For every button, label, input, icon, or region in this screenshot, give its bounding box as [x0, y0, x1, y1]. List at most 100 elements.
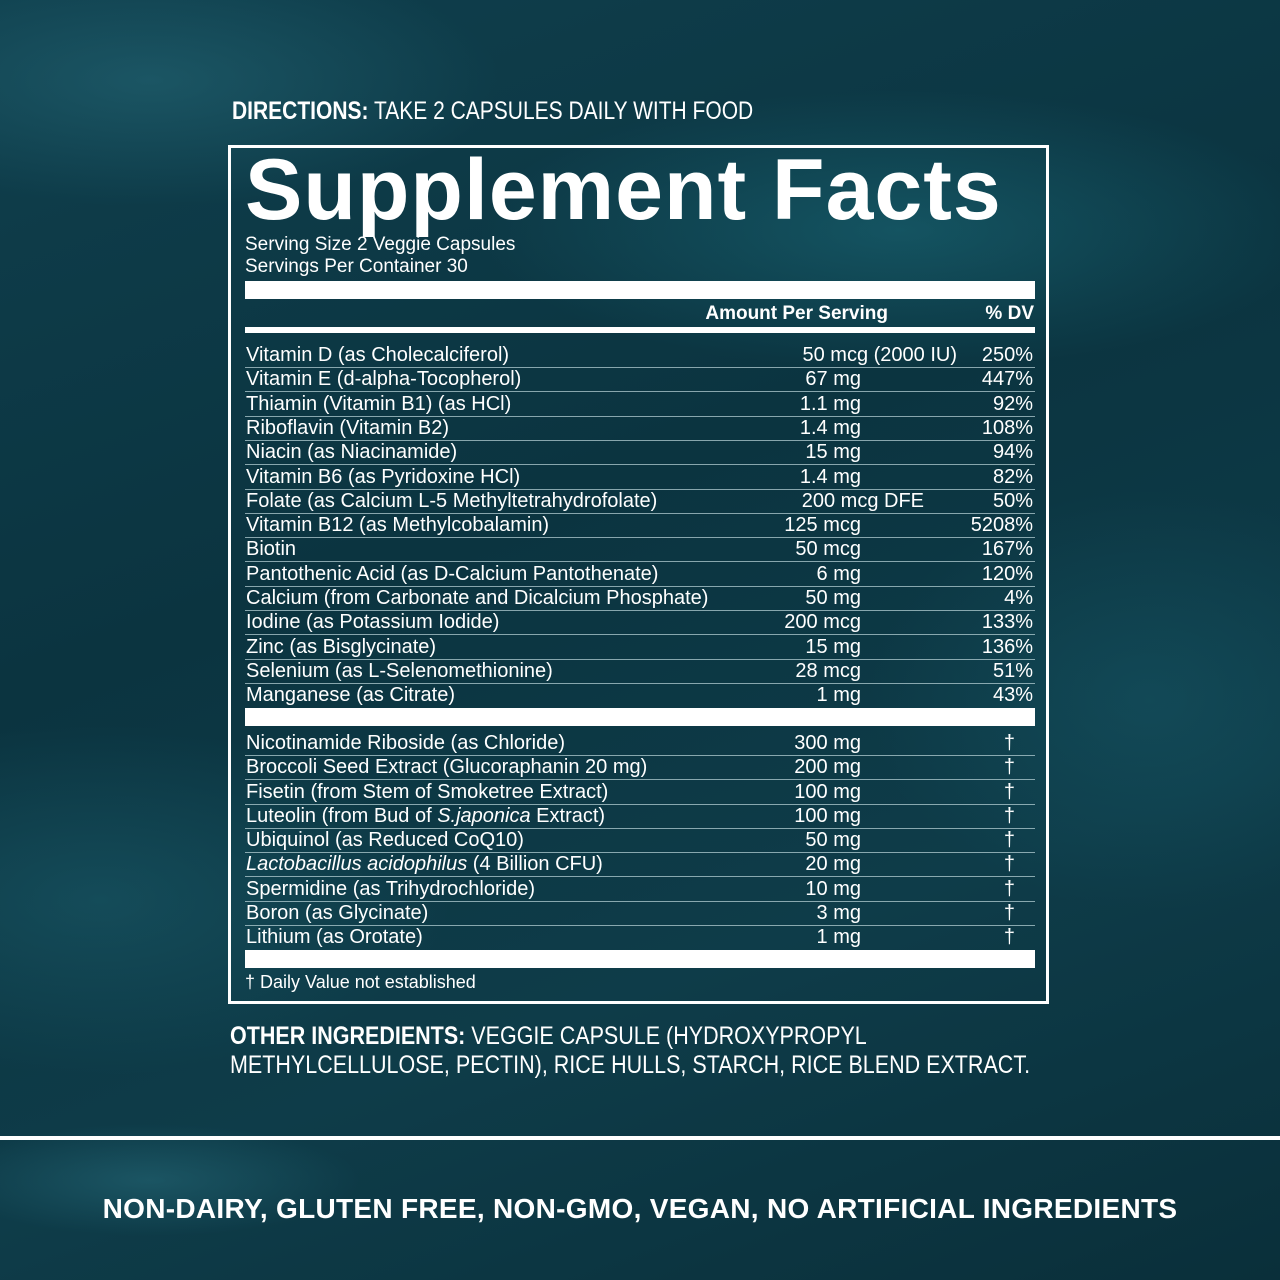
dagger-mark: † — [1003, 804, 1015, 827]
dagger-mark: † — [1003, 829, 1015, 851]
panel-title: Supplement Facts — [245, 142, 1002, 238]
nutrient-amount: 15 mg — [805, 441, 861, 464]
nutrient-row: Iodine (as Potassium Iodide) 200 mcg 133% — [245, 611, 1035, 636]
nutrient-amount: 20 mg — [805, 853, 861, 876]
nutrient-name: Zinc (as Bisglycinate) — [246, 635, 437, 658]
daily-value: 94% — [992, 441, 1033, 464]
nutrient-name: Luteolin (from Bud of S.japonica Extract… — [246, 805, 605, 828]
other-ingredients: OTHER INGREDIENTS: VEGGIE CAPSULE (HYDRO… — [230, 1022, 1230, 1080]
daily-value: 4% — [1004, 587, 1033, 609]
directions: DIRECTIONS: TAKE 2 CAPSULES DAILY WITH F… — [232, 96, 753, 126]
daily-value: 120% — [981, 562, 1033, 585]
product-claims: NON-DAIRY, GLUTEN FREE, NON-GMO, VEGAN, … — [102, 1193, 1178, 1224]
nutrient-row: Spermidine (as Trihydrochloride) 10 mg † — [245, 878, 1035, 902]
nutrient-name: Iodine (as Potassium Iodide) — [246, 611, 500, 634]
nutrient-amount: 28 mcg — [795, 659, 861, 682]
dv-header: % DV — [985, 303, 1034, 324]
nutrient-amount: 1.4 mg — [799, 416, 861, 439]
nutrient-amount: 50 mg — [805, 587, 861, 609]
nutrient-name: Thiamin (Vitamin B1) (as HCl) — [246, 392, 512, 415]
nutrient-name: Vitamin B6 (as Pyridoxine HCl) — [246, 465, 521, 488]
nutrient-name: Pantothenic Acid (as D-Calcium Pantothen… — [246, 562, 659, 585]
nutrient-name: Manganese (as Citrate) — [246, 684, 455, 707]
nutrient-name: Selenium (as L-Selenomethionine) — [246, 659, 553, 682]
nutrient-name: Spermidine (as Trihydrochloride) — [246, 877, 536, 900]
daily-value: 82% — [992, 465, 1033, 488]
directions-label: DIRECTIONS: — [232, 97, 369, 125]
nutrient-name: Broccoli Seed Extract (Glucoraphanin 20 … — [246, 756, 648, 779]
nutrient-amount: 200 mcg DFE — [801, 489, 924, 512]
servings-per-container: Servings Per Container 30 — [245, 256, 468, 277]
other-ingredients-line2: METHYLCELLULOSE, PECTIN), RICE HULLS, ST… — [230, 1051, 1031, 1079]
nutrient-name: Nicotinamide Riboside (as Chloride) — [246, 732, 566, 754]
nutrient-name: Ubiquinol (as Reduced CoQ10) — [246, 829, 524, 851]
daily-value: 447% — [981, 368, 1033, 391]
nutrient-row: Folate (as Calcium L-5 Methyltetrahydrof… — [245, 490, 1035, 514]
nutrient-row: Zinc (as Bisglycinate) 15 mg 136% — [245, 636, 1035, 660]
nutrient-name: Vitamin D (as Cholecalciferol) — [246, 344, 510, 366]
nutrient-row: Vitamin E (d-alpha-Tocopherol) 67 mg 447% — [245, 368, 1035, 393]
daily-value: 5208% — [970, 514, 1033, 537]
other-ingredients-line1: VEGGIE CAPSULE (HYDROXYPROPYL — [471, 1022, 867, 1050]
nutrient-row: Lactobacillus acidophilus (4 Billion CFU… — [245, 853, 1035, 878]
nutrient-amount: 3 mg — [816, 901, 861, 924]
nutrient-amount: 50 mcg (2000 IU) — [802, 344, 957, 366]
nutrient-row: Fisetin (from Stem of Smoketree Extract)… — [245, 781, 1035, 805]
nutrient-name-part: Extract) — [530, 804, 606, 827]
nutrient-row: Thiamin (Vitamin B1) (as HCl) 1.1 mg 92% — [245, 393, 1035, 417]
dagger-mark: † — [1003, 756, 1015, 779]
nutrient-amount: 100 mg — [794, 780, 861, 803]
nutrient-amount: 10 mg — [805, 877, 861, 900]
nutrient-row: Calcium (from Carbonate and Dicalcium Ph… — [245, 587, 1035, 611]
serving-size: Serving Size 2 Veggie Capsules — [245, 234, 516, 255]
nutrient-amount: 1.1 mg — [799, 392, 861, 415]
daily-value: 43% — [992, 684, 1033, 707]
amount-header: Amount Per Serving — [705, 303, 888, 324]
nutrient-row: Broccoli Seed Extract (Glucoraphanin 20 … — [245, 756, 1035, 781]
daily-value: 108% — [981, 416, 1033, 439]
nutrient-name-italic: Lactobacillus acidophilus — [246, 853, 468, 876]
nutrient-row: Vitamin B12 (as Methylcobalamin) 125 mcg 5… — [245, 514, 1035, 539]
nutrient-row: Pantothenic Acid (as D-Calcium Pantothen… — [245, 563, 1035, 587]
nutrient-row: Niacin (as Niacinamide) 15 mg 94% — [245, 441, 1035, 466]
nutrient-row: Boron (as Glycinate) 3 mg † — [245, 902, 1035, 926]
divider — [0, 1136, 1280, 1140]
daily-value: 250% — [981, 344, 1033, 366]
nutrient-name-part: Luteolin (from Bud of — [246, 804, 438, 827]
daily-value: 133% — [981, 611, 1033, 634]
nutrient-amount: 50 mg — [805, 829, 861, 851]
nutrient-row: Vitamin B6 (as Pyridoxine HCl) 1.4 mg 82% — [245, 466, 1035, 490]
nutrient-amount: 200 mcg — [784, 611, 861, 634]
nutrient-amount: 100 mg — [794, 804, 861, 827]
nutrient-row: Ubiquinol (as Reduced CoQ10) 50 mg † — [245, 829, 1035, 853]
nutrient-amount: 1.4 mg — [799, 465, 861, 488]
footnote: † Daily Value not established — [245, 972, 476, 992]
nutrient-name: Folate (as Calcium L-5 Methyltetrahydrof… — [246, 489, 658, 512]
nutrient-amount: 50 mcg — [795, 538, 861, 561]
nutrient-row: Manganese (as Citrate) 1 mg 43% — [245, 684, 1035, 707]
nutrient-name: Lithium (as Orotate) — [246, 926, 423, 948]
nutrient-name: Fisetin (from Stem of Smoketree Extract) — [246, 780, 609, 803]
thick-divider — [245, 950, 1035, 968]
nutrient-amount: 6 mg — [816, 562, 861, 585]
nutrient-row: Vitamin D (as Cholecalciferol) 50 mcg (20… — [245, 344, 1035, 368]
daily-value: 50% — [992, 489, 1033, 512]
nutrient-amount: 200 mg — [794, 756, 861, 779]
nutrient-name-italic: S.japonica — [437, 804, 531, 827]
thick-divider — [245, 708, 1035, 726]
dagger-mark: † — [1003, 926, 1015, 948]
nutrient-name-part: (4 Billion CFU) — [467, 853, 603, 876]
nutrient-row: Riboflavin (Vitamin B2) 1.4 mg 108% — [245, 417, 1035, 441]
nutrient-name: Boron (as Glycinate) — [246, 901, 429, 924]
nutrient-amount: 1 mg — [816, 926, 861, 948]
nutrient-amount: 67 mg — [805, 368, 861, 391]
nutrient-row: Selenium (as L-Selenomethionine) 28 mcg 51… — [245, 660, 1035, 684]
medium-divider — [245, 327, 1035, 333]
nutrient-name: Riboflavin (Vitamin B2) — [246, 416, 450, 439]
nutrient-amount: 300 mg — [794, 732, 861, 754]
nutrient-row: Lithium (as Orotate) 1 mg † — [245, 926, 1035, 949]
nutrient-amount: 125 mcg — [784, 514, 861, 537]
dagger-mark: † — [1003, 853, 1015, 876]
dagger-mark: † — [1003, 780, 1015, 803]
other-ingredients-label: OTHER INGREDIENTS: — [230, 1022, 466, 1050]
